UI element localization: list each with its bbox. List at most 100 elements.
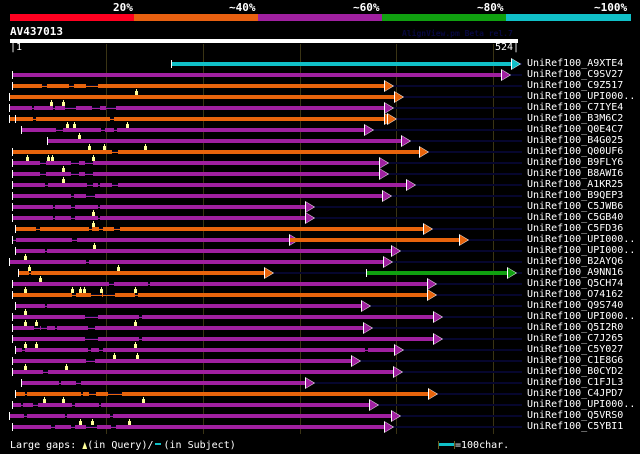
alignment-end-arrow-icon xyxy=(385,103,393,113)
alignment-start-tick xyxy=(18,269,19,277)
hit-label[interactable]: UniRef100_UPI000.. xyxy=(527,245,636,256)
alignment-end-arrow-icon xyxy=(395,345,403,355)
hit-label[interactable]: UniRef100_C5GB40 xyxy=(527,212,624,223)
hit-label[interactable]: UniRef100_UPI000.. xyxy=(527,234,636,245)
alignment-segment xyxy=(112,359,352,363)
alignment-segment xyxy=(91,348,99,352)
hit-label[interactable]: UniRef100_A1KR25 xyxy=(527,179,624,190)
identity-label-20: 20% xyxy=(113,1,133,14)
alignment-segment xyxy=(75,425,86,429)
query-gap-marker xyxy=(25,309,26,311)
query-gap-icon xyxy=(47,157,50,161)
alignment-segment xyxy=(13,73,502,77)
query-gap-marker xyxy=(48,155,49,157)
hit-label[interactable]: UniRef100_B4G025 xyxy=(527,135,624,146)
alignment-segment xyxy=(40,227,89,231)
alignment-segment xyxy=(95,326,364,330)
alignment-segment xyxy=(25,348,88,352)
alignment-segment xyxy=(93,161,380,165)
alignment-end-arrow-icon xyxy=(502,70,510,80)
alignment-segment xyxy=(47,304,362,308)
alignment-end-arrow-icon xyxy=(384,257,392,267)
hit-label[interactable]: UniRef100_Q5VRS0 xyxy=(527,410,624,421)
alignment-segment xyxy=(13,359,86,363)
hit-label[interactable]: UniRef100_C7J265 xyxy=(527,333,624,344)
alignment-start-tick xyxy=(12,335,13,343)
alignment-segment xyxy=(55,425,71,429)
alignment-end-arrow-icon xyxy=(508,268,516,278)
query-gap-marker xyxy=(63,397,64,399)
query-gap-icon xyxy=(135,91,138,95)
hit-label[interactable]: UniRef100_C1FJL3 xyxy=(527,377,624,388)
query-gap-icon xyxy=(117,267,120,271)
identity-label-60: ~60% xyxy=(353,1,380,14)
alignment-segment xyxy=(79,161,85,165)
hit-label[interactable]: UniRef100_B0CYD2 xyxy=(527,366,624,377)
alignment-segment xyxy=(47,326,55,330)
alignment-segment xyxy=(98,315,139,319)
query-gap-marker xyxy=(84,287,85,289)
hit-label[interactable]: UniRef100_A9NN16 xyxy=(527,267,624,278)
query-gap-icon xyxy=(35,322,38,326)
alignment-end-arrow-icon xyxy=(306,213,314,223)
query-end-label: 524| xyxy=(495,42,520,53)
hit-label[interactable]: UniRef100_C9SV27 xyxy=(527,69,624,80)
query-gap-icon xyxy=(134,344,137,348)
hit-label[interactable]: UniRef100_B3M6C2 xyxy=(527,113,624,124)
alignment-start-tick xyxy=(12,357,13,365)
hit-label[interactable]: UniRef100_B8AWI6 xyxy=(527,168,624,179)
hit-label[interactable]: UniRef100_O74162 xyxy=(527,289,624,300)
query-gap-marker xyxy=(36,342,37,344)
alignment-segment xyxy=(46,172,71,176)
alignment-start-tick xyxy=(15,346,16,354)
alignment-start-tick xyxy=(15,390,16,398)
hit-label[interactable]: UniRef100_C5Y027 xyxy=(527,344,624,355)
alignment-segment xyxy=(13,315,85,319)
hit-label[interactable]: UniRef100_Q00UF6 xyxy=(527,146,624,157)
watermark: AlignView.pm Beta rel.7 xyxy=(402,29,513,38)
alignment-segment xyxy=(48,370,394,374)
query-gap-icon xyxy=(35,344,38,348)
alignment-segment xyxy=(16,348,22,352)
query-gap-marker xyxy=(27,155,28,157)
hit-label[interactable]: UniRef100_C9Z517 xyxy=(527,80,624,91)
query-gap-marker xyxy=(135,320,136,322)
hit-label[interactable]: UniRef100_UPI000.. xyxy=(527,91,636,102)
hit-label[interactable]: UniRef100_C5YBI1 xyxy=(527,421,624,432)
query-gap-icon xyxy=(62,102,65,106)
query-gap-icon xyxy=(66,124,69,128)
query-gap-icon xyxy=(65,366,68,370)
hit-label[interactable]: UniRef100_C5JWB6 xyxy=(527,201,624,212)
hit-label[interactable]: UniRef100_C4JPD7 xyxy=(527,388,624,399)
alignment-segment xyxy=(122,392,429,396)
alignment-segment xyxy=(113,414,392,418)
query-gap-marker xyxy=(89,144,90,146)
query-gap-marker xyxy=(80,287,81,289)
hit-label[interactable]: UniRef100_C1E8G6 xyxy=(527,355,624,366)
query-gap-icon xyxy=(113,355,116,359)
alignment-end-arrow-icon xyxy=(428,279,436,289)
hit-label[interactable]: UniRef100_A9XTE4 xyxy=(527,58,624,69)
hit-label[interactable]: UniRef100_C5FD36 xyxy=(527,223,624,234)
alignment-end-arrow-icon xyxy=(380,169,388,179)
query-gap-marker xyxy=(66,364,67,366)
hit-label[interactable]: UniRef100_UPI000.. xyxy=(527,399,636,410)
hit-label[interactable]: UniRef100_B2AYQ6 xyxy=(527,256,624,267)
hit-label[interactable]: UniRef100_B9FLY6 xyxy=(527,157,624,168)
alignment-segment xyxy=(13,216,53,220)
query-gap-icon xyxy=(50,102,53,106)
hit-label[interactable]: UniRef100_Q5CH74 xyxy=(527,278,624,289)
hit-label[interactable]: UniRef100_B9QEP3 xyxy=(527,190,624,201)
query-gap-icon xyxy=(62,179,65,183)
alignment-segment xyxy=(100,183,112,187)
hit-label[interactable]: UniRef100_UPI000.. xyxy=(527,311,636,322)
alignment-end-arrow-icon xyxy=(385,81,393,91)
query-gap-marker xyxy=(136,89,137,91)
hit-label[interactable]: UniRef100_C7IYE4 xyxy=(527,102,624,113)
query-gap-icon xyxy=(62,399,65,403)
hit-label[interactable]: UniRef100_Q9S740 xyxy=(527,300,624,311)
hit-label[interactable]: UniRef100_Q5I2R0 xyxy=(527,322,624,333)
hit-label[interactable]: UniRef100_Q0E4C7 xyxy=(527,124,624,135)
alignment-segment xyxy=(34,106,53,110)
query-gap-icon xyxy=(100,289,103,293)
